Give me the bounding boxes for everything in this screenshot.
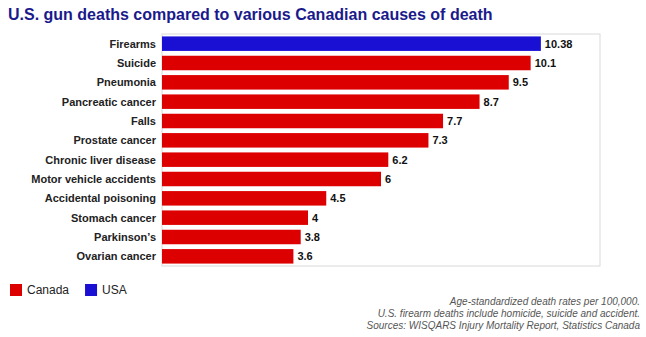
tick-label: Motor vehicle accidents (31, 173, 156, 185)
bars (162, 36, 541, 263)
bar (162, 152, 388, 167)
bar (162, 210, 308, 225)
legend-swatch (85, 284, 97, 296)
data-label: 7.7 (447, 115, 462, 127)
bar (162, 75, 509, 90)
bar (162, 133, 428, 148)
data-label: 4 (312, 212, 319, 224)
footnote: Sources: WISQARS Injury Mortality Report… (367, 320, 641, 331)
data-label: 4.5 (330, 192, 345, 204)
bar (162, 191, 326, 206)
data-label: 10.38 (545, 38, 573, 50)
footnote: Age-standardized death rates per 100,000… (449, 296, 640, 307)
legend: Canada USA (10, 283, 127, 297)
tick-label: Pancreatic cancer (62, 96, 157, 108)
bar (162, 172, 381, 187)
tick-label: Suicide (117, 57, 156, 69)
legend-label: USA (102, 283, 127, 297)
data-label: 3.8 (305, 231, 320, 243)
data-label: 7.3 (432, 134, 447, 146)
bar (162, 230, 301, 245)
tick-label: Ovarian cancer (77, 250, 157, 262)
bar (162, 56, 531, 71)
tick-label: Falls (131, 115, 156, 127)
plot-frame (162, 34, 600, 266)
data-label: 3.6 (297, 250, 312, 262)
tick-label: Pneumonia (97, 76, 157, 88)
tick-label: Stomach cancer (71, 212, 157, 224)
bar (162, 249, 293, 263)
data-label: 6.2 (392, 154, 407, 166)
data-label: 10.1 (535, 57, 556, 69)
legend-swatch (10, 284, 22, 296)
tick-label: Prostate cancer (73, 134, 156, 146)
chart-svg: U.S. gun deaths compared to various Cana… (0, 0, 646, 337)
legend-label: Canada (27, 283, 69, 297)
tick-label: Accidental poisoning (45, 192, 156, 204)
footnote: U.S. firearm deaths include homicide, su… (378, 308, 640, 319)
data-label: 9.5 (513, 76, 528, 88)
tick-label: Chronic liver disease (45, 154, 156, 166)
title: U.S. gun deaths compared to various Cana… (8, 6, 493, 23)
tick-label: Parkinson’s (94, 231, 156, 243)
tick-label: Firearms (110, 38, 156, 50)
bar (162, 94, 480, 109)
bar (162, 114, 443, 129)
bar (162, 36, 541, 51)
data-label: 6 (385, 173, 391, 185)
data-label: 8.7 (484, 96, 499, 108)
